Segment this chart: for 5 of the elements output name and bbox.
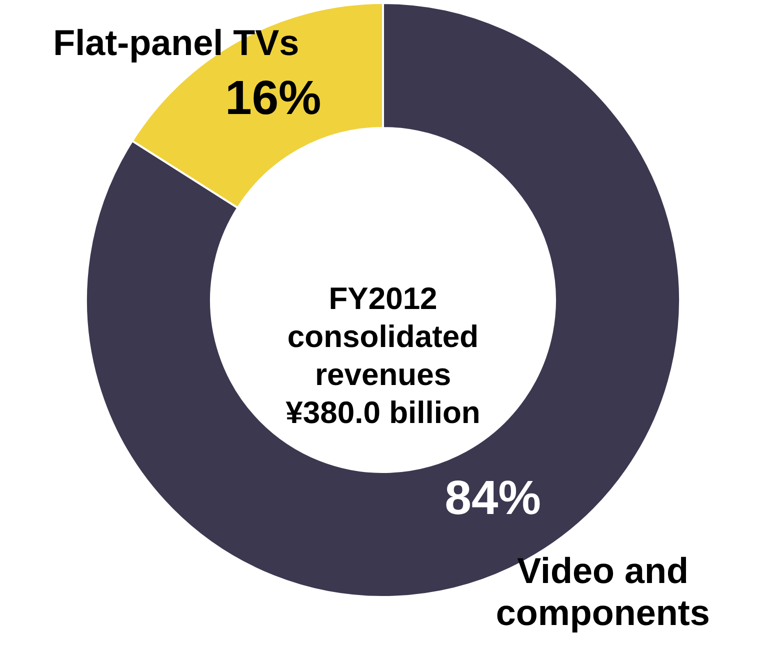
data-label: 16%: [225, 72, 322, 126]
slice-label: Flat-panel TVs: [53, 22, 300, 64]
data-label: 84%: [444, 472, 541, 525]
text: FY2012 consolidated revenues ¥380.0 billion: [286, 281, 480, 430]
slice-label: Video and components: [496, 550, 710, 633]
